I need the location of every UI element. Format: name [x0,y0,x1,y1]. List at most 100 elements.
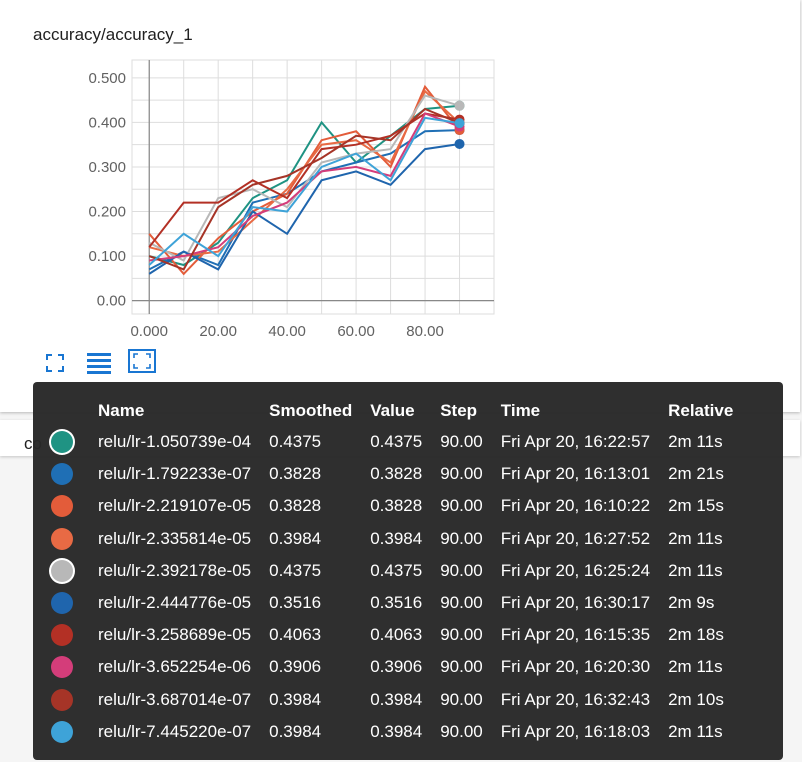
run-step-cell: 90.00 [440,496,483,516]
tooltip-row: relu/lr-1.050739e-04 0.4375 0.4375 90.00 Fri… [47,426,742,458]
run-smoothed-cell: 0.3984 [269,528,322,548]
run-step-cell: 90.00 [440,689,483,709]
run-name-cell: relu/lr-3.687014e-07 [98,689,252,709]
series-line [148,129,460,271]
run-relative-cell: 2m 15s [668,496,724,516]
run-color-swatch [51,431,73,454]
run-color-cell [47,684,89,716]
run-relative-cell: 2m 11s [668,721,723,741]
run-time-cell: Fri Apr 20, 16:32:43 [500,689,651,709]
run-value-cell: 0.3984 [370,528,423,548]
run-name-cell: relu/lr-2.335814e-05 [98,528,252,548]
color-header [47,396,89,426]
tooltip-row: relu/lr-1.792233e-07 0.3828 0.3828 90.00 Fri… [47,458,742,490]
series-line [148,116,460,266]
series-line [148,143,460,275]
tooltip-row: relu/lr-2.335814e-05 0.3984 0.3984 90.00 Fri… [47,523,742,555]
run-time-cell: Fri Apr 20, 16:20:30 [500,657,651,677]
series-end-point [454,118,465,129]
run-time-cell: Fri Apr 20, 16:30:17 [500,593,651,613]
y-tick-label: 0.400 [88,114,126,131]
run-smoothed-cell: 0.4375 [269,432,322,452]
tooltip-row: relu/lr-2.392178e-05 0.4375 0.4375 90.00 Fri… [47,555,742,587]
expand-button[interactable] [40,349,70,377]
run-relative-cell: 2m 11s [668,657,723,677]
tooltip-row: relu/lr-2.219107e-05 0.3828 0.3828 90.00 Fri… [47,490,742,522]
run-relative-cell: 2m 21s [668,464,724,484]
run-color-cell [47,426,89,458]
x-tick-label: 80.00 [406,323,444,340]
chart-title: accuracy/accuracy_1 [33,25,193,44]
x-tick-label: 0.000 [130,323,168,340]
run-name-cell: relu/lr-1.792233e-07 [98,464,252,484]
series-end-point [454,138,465,149]
line-chart[interactable]: 0.00 0.100 0.200 0.300 0.400 0.500 0.000 20.00 4… [0,0,800,345]
run-name-cell: relu/lr-2.444776e-05 [98,593,252,613]
run-time-cell: Fri Apr 20, 16:22:57 [500,432,651,452]
run-smoothed-cell: 0.3516 [269,593,322,613]
relative-header: Relative [668,401,734,420]
step-header: Step [440,401,478,420]
fit-domain-button[interactable] [128,349,156,373]
run-smoothed-cell: 0.3828 [269,496,322,516]
run-smoothed-cell: 0.4063 [269,625,322,645]
y-tick-label: 0.00 [97,293,126,310]
series-line [149,112,460,262]
run-time-cell: Fri Apr 20, 16:25:24 [500,560,651,580]
run-step-cell: 90.00 [440,560,483,580]
run-color-swatch [51,527,73,550]
run-color-swatch [51,495,73,518]
run-value-cell: 0.3828 [370,496,423,516]
run-value-cell: 0.4375 [370,560,423,580]
series-end-point [454,100,465,111]
run-smoothed-cell: 0.3984 [269,689,322,709]
fit-domain-icon [133,353,151,369]
value-header: Value [370,401,415,420]
x-tick-label: 40.00 [268,323,306,340]
run-step-cell: 90.00 [440,657,483,677]
run-color-swatch [51,688,73,711]
run-color-swatch [51,463,73,486]
tooltip-table: Name Smoothed Value Step Time Relative r… [47,396,742,748]
run-name-cell: relu/lr-1.050739e-04 [98,432,252,452]
series-line [148,107,460,271]
run-color-cell [47,555,89,587]
log-scale-button[interactable] [84,349,114,377]
run-name-cell: relu/lr-3.652254e-06 [98,657,252,677]
y-tick-label: 0.500 [88,70,126,87]
run-step-cell: 90.00 [440,721,483,741]
run-relative-cell: 2m 11s [668,560,723,580]
run-color-cell [47,651,89,683]
series-line [148,94,460,262]
run-relative-cell: 2m 11s [668,528,723,548]
run-color-cell [47,458,89,490]
run-time-cell: Fri Apr 20, 16:27:52 [500,528,651,548]
run-time-cell: Fri Apr 20, 16:18:03 [500,721,651,741]
run-value-cell: 0.3516 [370,593,423,613]
run-smoothed-cell: 0.3984 [269,721,322,741]
run-color-swatch [51,656,73,679]
run-name-cell: relu/lr-7.445220e-07 [98,721,252,741]
name-header: Name [98,401,145,420]
chart-grid [131,59,495,315]
run-relative-cell: 2m 11s [668,432,723,452]
x-tick-label: 20.00 [199,323,237,340]
run-color-cell [47,619,89,651]
tooltip-header-row: Name Smoothed Value Step Time Relative [47,396,742,426]
run-value-cell: 0.3828 [370,464,423,484]
y-tick-label: 0.200 [88,204,126,221]
run-name-cell: relu/lr-3.258689e-05 [98,625,252,645]
tooltip-row: relu/lr-3.258689e-05 0.4063 0.4063 90.00 Fri… [47,619,742,651]
run-value-cell: 0.4063 [370,625,423,645]
run-smoothed-cell: 0.4375 [269,560,322,580]
run-step-cell: 90.00 [440,432,483,452]
tooltip-row: relu/lr-3.687014e-07 0.3984 0.3984 90.00 Fri… [47,684,742,716]
run-color-cell [47,716,89,748]
run-color-swatch [51,720,73,743]
run-smoothed-cell: 0.3906 [269,657,322,677]
run-color-cell [47,490,89,522]
x-tick-label: 60.00 [337,323,375,340]
run-name-cell: relu/lr-2.392178e-05 [98,560,252,580]
run-step-cell: 90.00 [440,464,483,484]
run-time-cell: Fri Apr 20, 16:15:35 [500,625,651,645]
